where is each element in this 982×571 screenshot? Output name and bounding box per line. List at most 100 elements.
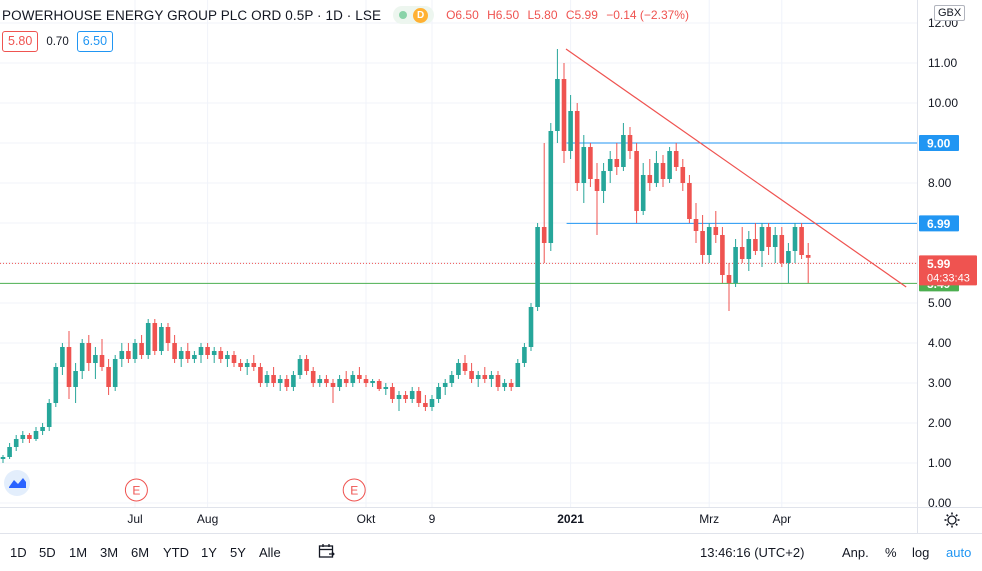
- candle: [251, 355, 257, 371]
- x-tick-label: Apr: [772, 512, 791, 526]
- candle: [456, 359, 461, 379]
- x-tick-label: 2021: [557, 512, 584, 526]
- candle: [244, 359, 250, 375]
- candle: [449, 371, 455, 387]
- candle: [508, 379, 514, 391]
- candle: [13, 435, 19, 451]
- price-chart[interactable]: 12.0011.0010.009.008.007.006.005.004.003…: [0, 0, 982, 533]
- candle: [581, 135, 587, 203]
- candle: [726, 263, 732, 311]
- log-scale-button[interactable]: log: [912, 545, 930, 560]
- market-status-badge[interactable]: D: [393, 6, 435, 24]
- range-1d-button[interactable]: 1D: [10, 545, 27, 560]
- tradingview-logo-icon[interactable]: [4, 470, 30, 496]
- spread-value: 0.70: [46, 35, 69, 48]
- range-5d-button[interactable]: 5D: [39, 545, 56, 560]
- candle: [27, 433, 32, 443]
- svg-text:E: E: [350, 484, 358, 498]
- candle: [357, 367, 362, 383]
- price-level-tag: [919, 215, 959, 232]
- candle: [436, 383, 441, 403]
- currency-badge[interactable]: GBX: [934, 5, 966, 21]
- candle: [86, 335, 92, 371]
- candle: [112, 355, 118, 391]
- candle: [159, 323, 164, 355]
- clock-time[interactable]: 13:46:16 (UTC+2): [700, 545, 805, 560]
- ask-price-button[interactable]: 6.50: [76, 31, 114, 52]
- earnings-event-marker[interactable]: E: [124, 478, 148, 502]
- candle: [403, 391, 408, 403]
- auto-scale-button[interactable]: auto: [946, 545, 972, 560]
- candle: [53, 363, 59, 407]
- countdown-label: 04:33:43: [927, 272, 970, 284]
- y-tick-label: 10.00: [928, 96, 958, 110]
- market-open-dot-icon: [399, 11, 408, 19]
- candle: [687, 175, 692, 223]
- bid-price-button[interactable]: 5.80: [2, 31, 39, 52]
- candle: [218, 347, 224, 363]
- last-price-tag: [919, 255, 977, 286]
- x-tick-label: 9: [429, 512, 436, 526]
- candle: [126, 343, 131, 363]
- candle: [621, 123, 626, 171]
- price-level-label: 6.99: [927, 217, 951, 231]
- y-tick-label: 0.00: [928, 496, 952, 510]
- candle: [594, 163, 600, 235]
- range-all-button[interactable]: Alle: [259, 545, 281, 560]
- candle: [660, 155, 666, 187]
- price-level-label: 9.00: [927, 137, 951, 151]
- range-3m-button[interactable]: 3M: [100, 545, 119, 560]
- candle: [423, 395, 428, 411]
- range-5y-button[interactable]: 5Y: [230, 545, 246, 560]
- x-tick-label: Aug: [197, 512, 218, 526]
- candle: [634, 143, 639, 223]
- candle: [489, 371, 494, 387]
- percent-scale-button[interactable]: %: [885, 545, 897, 560]
- y-tick-label: 11.00: [928, 56, 957, 70]
- candle: [673, 143, 679, 171]
- x-tick-label: Jul: [127, 512, 142, 526]
- range-6m-button[interactable]: 6M: [131, 545, 150, 560]
- y-tick-label: 1.00: [928, 456, 952, 470]
- range-ytd-button[interactable]: YTD: [163, 545, 189, 560]
- candle: [416, 387, 422, 407]
- candle: [779, 227, 785, 267]
- bottom-toolbar: 1D 5D 1M 3M 6M YTD 1Y 5Y Alle 13:46:16 (…: [0, 533, 982, 571]
- x-tick-label: Okt: [357, 512, 376, 526]
- candle: [588, 143, 593, 187]
- price-level-tag: [919, 135, 959, 151]
- range-1m-button[interactable]: 1M: [69, 545, 88, 560]
- candle: [317, 375, 323, 387]
- candle: [93, 347, 98, 379]
- data-delay-badge: D: [413, 7, 429, 23]
- candle: [231, 351, 237, 367]
- chart-grid: [0, 0, 982, 533]
- range-1y-button[interactable]: 1Y: [201, 545, 217, 560]
- candle: [165, 323, 171, 351]
- candle: [409, 387, 415, 403]
- candle: [46, 399, 52, 431]
- chart-header: POWERHOUSE ENERGY GROUP PLC ORD 0.5P · 1…: [2, 6, 694, 24]
- earnings-event-marker[interactable]: E: [342, 478, 366, 502]
- candle: [277, 375, 283, 391]
- candle: [324, 375, 329, 387]
- candle: [185, 343, 191, 363]
- settings-gear-icon[interactable]: [944, 512, 960, 528]
- candle: [152, 319, 158, 355]
- candle: [284, 375, 290, 391]
- candle: [291, 371, 296, 391]
- candle: [568, 95, 573, 159]
- candle: [640, 163, 646, 215]
- candle: [647, 159, 653, 191]
- candle: [40, 423, 45, 435]
- candle: [535, 223, 540, 311]
- candle: [746, 231, 752, 271]
- date-range-icon[interactable]: [318, 543, 336, 562]
- adjust-button[interactable]: Anp.: [842, 545, 869, 560]
- candle: [60, 343, 65, 375]
- candle: [654, 151, 659, 187]
- symbol-title[interactable]: POWERHOUSE ENERGY GROUP PLC ORD 0.5P · 1…: [2, 7, 382, 23]
- candle: [99, 339, 105, 371]
- x-tick-label: Mrz: [699, 512, 719, 526]
